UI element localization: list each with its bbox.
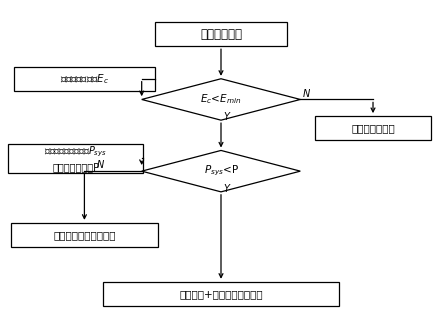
Text: 液压马达可输出功率$P_{sys}$
驾驶员需求功率P: 液压马达可输出功率$P_{sys}$ 驾驶员需求功率P (44, 145, 107, 172)
Text: N: N (302, 89, 310, 99)
Bar (155, 22, 287, 46)
Bar (103, 282, 339, 306)
Bar (8, 144, 143, 173)
Text: 进入驱动模式: 进入驱动模式 (200, 28, 242, 41)
Bar (14, 67, 155, 91)
Text: $P_{sys}$<P: $P_{sys}$<P (203, 164, 239, 178)
Polygon shape (142, 79, 300, 120)
Text: 储能器储能状态$E_c$: 储能器储能状态$E_c$ (60, 72, 109, 86)
Text: N: N (97, 160, 104, 170)
Bar (315, 116, 431, 140)
Text: Y: Y (223, 184, 229, 194)
Text: Y: Y (223, 112, 229, 123)
Text: 双向液压马达驱动模式: 双向液压马达驱动模式 (53, 230, 116, 240)
Text: 电机驱动+双向液压马达模式: 电机驱动+双向液压马达模式 (179, 289, 263, 299)
Bar (11, 223, 158, 247)
Polygon shape (142, 150, 300, 192)
Text: 纯电机驱动模式: 纯电机驱动模式 (351, 123, 395, 133)
Text: $E_c$<$E_{min}$: $E_c$<$E_{min}$ (200, 92, 242, 106)
